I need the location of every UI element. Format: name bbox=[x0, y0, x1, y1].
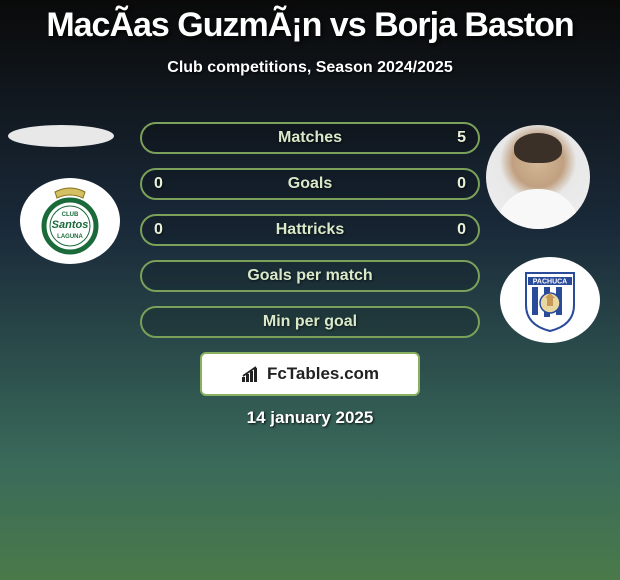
club-right-badge: PACHUCA bbox=[500, 257, 600, 347]
stat-label: Matches bbox=[278, 129, 342, 147]
stat-right-value: 0 bbox=[457, 175, 466, 193]
date-label: 14 january 2025 bbox=[0, 408, 620, 428]
branding-text: FcTables.com bbox=[267, 364, 379, 384]
subtitle: Club competitions, Season 2024/2025 bbox=[0, 59, 620, 77]
stat-label: Min per goal bbox=[263, 313, 357, 331]
stat-row-matches: Matches 5 bbox=[140, 122, 480, 154]
club-left-badge: CLUB Santos LAGUNA bbox=[20, 178, 120, 268]
branding-badge: FcTables.com bbox=[200, 352, 420, 396]
stat-row-goals: 0 Goals 0 bbox=[140, 168, 480, 200]
stat-row-goals-per-match: Goals per match bbox=[140, 260, 480, 292]
stat-left-value: 0 bbox=[154, 175, 163, 193]
stat-right-value: 5 bbox=[457, 129, 466, 147]
stat-row-min-per-goal: Min per goal bbox=[140, 306, 480, 338]
player-right-avatar bbox=[486, 125, 590, 229]
player-left-avatar bbox=[8, 125, 114, 147]
bar-chart-icon bbox=[241, 365, 263, 383]
svg-text:LAGUNA: LAGUNA bbox=[57, 234, 83, 240]
page-title: MacÃ­as GuzmÃ¡n vs Borja Baston bbox=[0, 0, 620, 45]
santos-laguna-icon: CLUB Santos LAGUNA bbox=[35, 186, 105, 256]
pachuca-icon: PACHUCA bbox=[518, 265, 582, 335]
stat-label: Hattricks bbox=[276, 221, 344, 239]
stat-label: Goals bbox=[288, 175, 332, 193]
stat-label: Goals per match bbox=[247, 267, 372, 285]
stat-right-value: 0 bbox=[457, 221, 466, 239]
svg-text:Santos: Santos bbox=[52, 219, 89, 231]
stat-left-value: 0 bbox=[154, 221, 163, 239]
stat-row-hattricks: 0 Hattricks 0 bbox=[140, 214, 480, 246]
stats-container: Matches 5 0 Goals 0 0 Hattricks 0 Goals … bbox=[140, 122, 480, 352]
svg-text:PACHUCA: PACHUCA bbox=[533, 279, 567, 286]
svg-text:CLUB: CLUB bbox=[62, 212, 79, 218]
